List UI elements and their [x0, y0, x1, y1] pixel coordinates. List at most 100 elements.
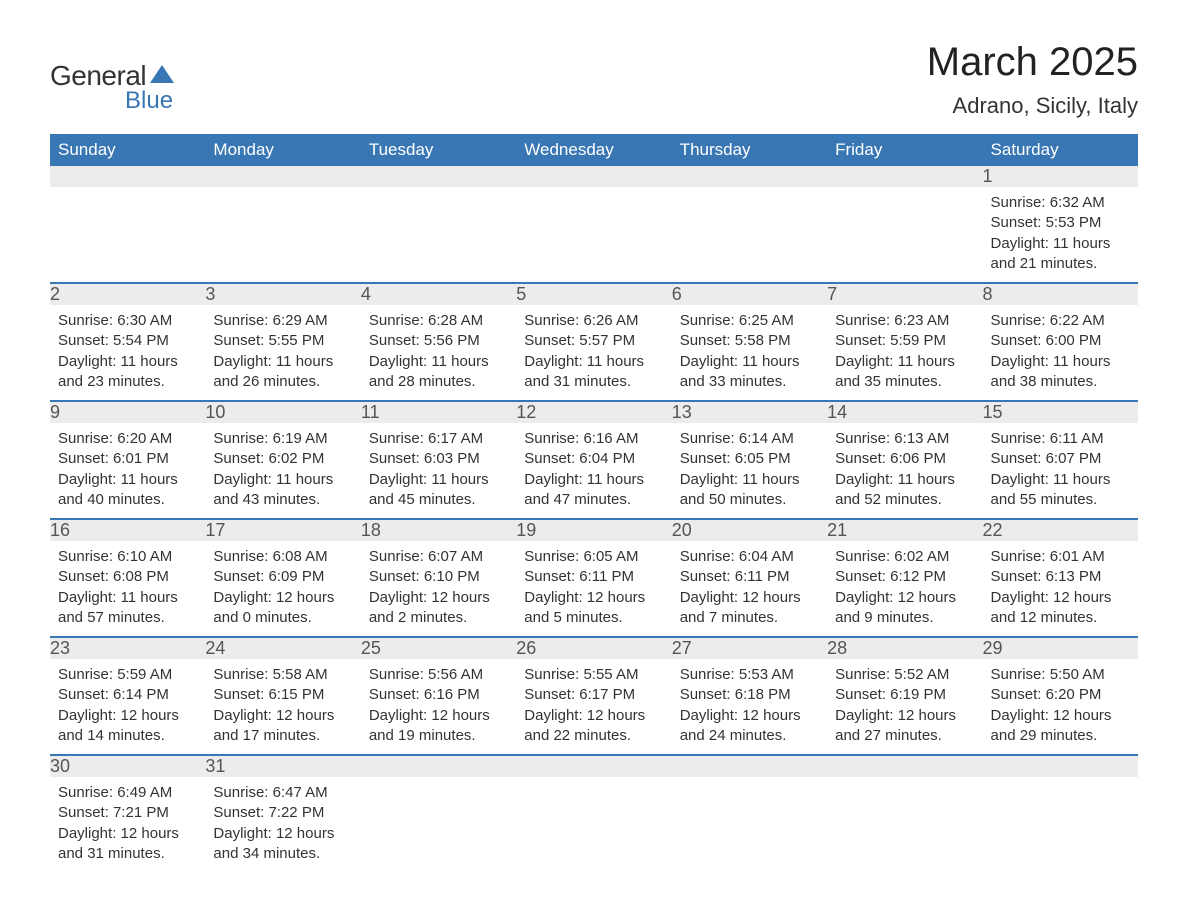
day-daylight1: Daylight: 11 hours: [835, 470, 974, 490]
day-content: Sunrise: 5:58 AMSunset: 6:15 PMDaylight:…: [205, 659, 360, 754]
day-content-cell: Sunrise: 6:05 AMSunset: 6:11 PMDaylight:…: [516, 541, 671, 637]
day-content-cell: [516, 777, 671, 872]
day-daylight1: Daylight: 11 hours: [991, 470, 1130, 490]
day-daylight1: Daylight: 11 hours: [680, 352, 819, 372]
day-content-cell: Sunrise: 5:59 AMSunset: 6:14 PMDaylight:…: [50, 659, 205, 755]
day-number-cell: [361, 166, 516, 187]
day-sunset: Sunset: 6:07 PM: [991, 449, 1130, 469]
day-content-cell: Sunrise: 6:04 AMSunset: 6:11 PMDaylight:…: [672, 541, 827, 637]
day-number-cell: 24: [205, 637, 360, 659]
day-number-row: 16171819202122: [50, 519, 1138, 541]
day-content-cell: [50, 187, 205, 283]
day-content: Sunrise: 6:26 AMSunset: 5:57 PMDaylight:…: [516, 305, 671, 400]
day-number-cell: 5: [516, 283, 671, 305]
day-content: Sunrise: 6:13 AMSunset: 6:06 PMDaylight:…: [827, 423, 982, 518]
day-daylight2: and 7 minutes.: [680, 608, 819, 628]
day-content-cell: [205, 187, 360, 283]
day-content-cell: Sunrise: 6:30 AMSunset: 5:54 PMDaylight:…: [50, 305, 205, 401]
day-content: Sunrise: 5:50 AMSunset: 6:20 PMDaylight:…: [983, 659, 1138, 754]
day-number-cell: 31: [205, 755, 360, 777]
day-content-cell: [672, 777, 827, 872]
day-daylight2: and 24 minutes.: [680, 726, 819, 746]
day-daylight1: Daylight: 12 hours: [835, 588, 974, 608]
weekday-header: Saturday: [983, 134, 1138, 166]
day-sunset: Sunset: 6:06 PM: [835, 449, 974, 469]
day-sunrise: Sunrise: 6:23 AM: [835, 311, 974, 331]
weekday-header: Tuesday: [361, 134, 516, 166]
day-sunrise: Sunrise: 5:50 AM: [991, 665, 1130, 685]
day-number-row: 1: [50, 166, 1138, 187]
weekday-header: Thursday: [672, 134, 827, 166]
day-daylight1: Daylight: 11 hours: [369, 470, 508, 490]
day-number-cell: 11: [361, 401, 516, 423]
day-content-cell: Sunrise: 6:47 AMSunset: 7:22 PMDaylight:…: [205, 777, 360, 872]
day-sunset: Sunset: 6:19 PM: [835, 685, 974, 705]
weekday-header-row: Sunday Monday Tuesday Wednesday Thursday…: [50, 134, 1138, 166]
day-sunrise: Sunrise: 6:30 AM: [58, 311, 197, 331]
day-sunset: Sunset: 6:18 PM: [680, 685, 819, 705]
day-daylight2: and 28 minutes.: [369, 372, 508, 392]
day-daylight2: and 45 minutes.: [369, 490, 508, 510]
day-content: Sunrise: 6:14 AMSunset: 6:05 PMDaylight:…: [672, 423, 827, 518]
calendar-table: Sunday Monday Tuesday Wednesday Thursday…: [50, 134, 1138, 872]
day-content: Sunrise: 6:23 AMSunset: 5:59 PMDaylight:…: [827, 305, 982, 400]
day-sunrise: Sunrise: 6:20 AM: [58, 429, 197, 449]
day-daylight2: and 27 minutes.: [835, 726, 974, 746]
day-daylight1: Daylight: 11 hours: [524, 352, 663, 372]
day-sunset: Sunset: 5:55 PM: [213, 331, 352, 351]
day-sunset: Sunset: 5:58 PM: [680, 331, 819, 351]
day-sunset: Sunset: 6:04 PM: [524, 449, 663, 469]
day-content-cell: Sunrise: 6:28 AMSunset: 5:56 PMDaylight:…: [361, 305, 516, 401]
day-number-row: 3031: [50, 755, 1138, 777]
day-daylight2: and 55 minutes.: [991, 490, 1130, 510]
day-content-cell: Sunrise: 6:02 AMSunset: 6:12 PMDaylight:…: [827, 541, 982, 637]
day-sunset: Sunset: 7:21 PM: [58, 803, 197, 823]
day-daylight2: and 2 minutes.: [369, 608, 508, 628]
day-number-cell: [827, 166, 982, 187]
day-daylight1: Daylight: 11 hours: [680, 470, 819, 490]
day-daylight1: Daylight: 12 hours: [369, 588, 508, 608]
day-content: Sunrise: 6:07 AMSunset: 6:10 PMDaylight:…: [361, 541, 516, 636]
day-number-cell: 17: [205, 519, 360, 541]
day-sunrise: Sunrise: 6:17 AM: [369, 429, 508, 449]
day-number-row: 23242526272829: [50, 637, 1138, 659]
day-content-cell: Sunrise: 5:56 AMSunset: 6:16 PMDaylight:…: [361, 659, 516, 755]
day-daylight1: Daylight: 11 hours: [213, 352, 352, 372]
day-daylight1: Daylight: 12 hours: [524, 706, 663, 726]
day-number-cell: [50, 166, 205, 187]
day-content-cell: Sunrise: 6:19 AMSunset: 6:02 PMDaylight:…: [205, 423, 360, 519]
day-sunset: Sunset: 6:11 PM: [680, 567, 819, 587]
day-daylight1: Daylight: 12 hours: [991, 706, 1130, 726]
day-sunrise: Sunrise: 6:26 AM: [524, 311, 663, 331]
day-sunset: Sunset: 6:16 PM: [369, 685, 508, 705]
day-daylight2: and 12 minutes.: [991, 608, 1130, 628]
day-content: Sunrise: 6:17 AMSunset: 6:03 PMDaylight:…: [361, 423, 516, 518]
day-number-cell: [516, 166, 671, 187]
weekday-header: Sunday: [50, 134, 205, 166]
day-content: Sunrise: 6:02 AMSunset: 6:12 PMDaylight:…: [827, 541, 982, 636]
day-daylight2: and 0 minutes.: [213, 608, 352, 628]
day-daylight2: and 35 minutes.: [835, 372, 974, 392]
day-content: Sunrise: 6:16 AMSunset: 6:04 PMDaylight:…: [516, 423, 671, 518]
day-daylight2: and 57 minutes.: [58, 608, 197, 628]
day-daylight2: and 33 minutes.: [680, 372, 819, 392]
day-daylight1: Daylight: 12 hours: [680, 706, 819, 726]
day-number-row: 2345678: [50, 283, 1138, 305]
day-daylight2: and 29 minutes.: [991, 726, 1130, 746]
day-number-cell: [827, 755, 982, 777]
month-year: March 2025: [927, 40, 1138, 85]
day-daylight2: and 50 minutes.: [680, 490, 819, 510]
day-content-cell: Sunrise: 5:58 AMSunset: 6:15 PMDaylight:…: [205, 659, 360, 755]
day-sunrise: Sunrise: 6:02 AM: [835, 547, 974, 567]
day-sunrise: Sunrise: 6:08 AM: [213, 547, 352, 567]
day-sunset: Sunset: 6:00 PM: [991, 331, 1130, 351]
day-content: Sunrise: 6:28 AMSunset: 5:56 PMDaylight:…: [361, 305, 516, 400]
day-content-cell: Sunrise: 6:32 AMSunset: 5:53 PMDaylight:…: [983, 187, 1138, 283]
day-content-row: Sunrise: 5:59 AMSunset: 6:14 PMDaylight:…: [50, 659, 1138, 755]
day-number-cell: [672, 755, 827, 777]
day-content: Sunrise: 5:55 AMSunset: 6:17 PMDaylight:…: [516, 659, 671, 754]
day-number-cell: 13: [672, 401, 827, 423]
day-daylight1: Daylight: 12 hours: [680, 588, 819, 608]
day-number-cell: 14: [827, 401, 982, 423]
day-sunset: Sunset: 6:01 PM: [58, 449, 197, 469]
